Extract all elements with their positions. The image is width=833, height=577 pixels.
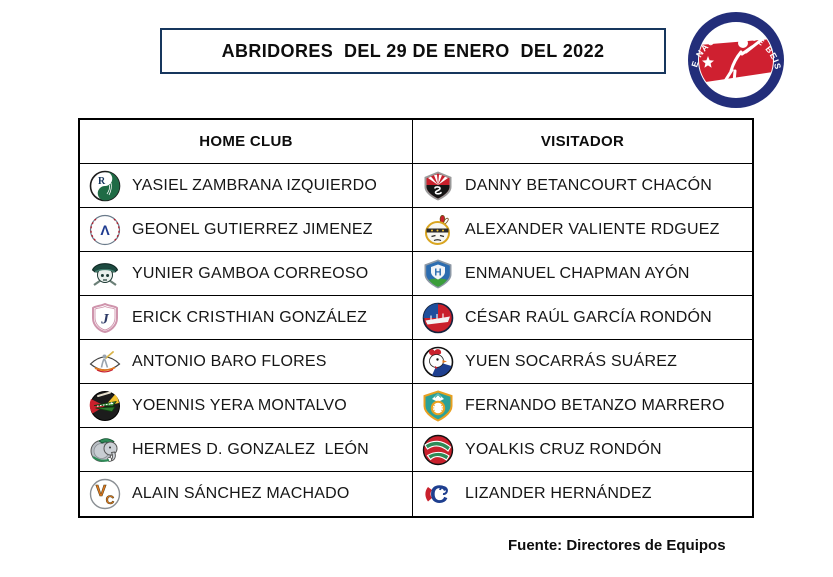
crocodile-circle-logo-icon	[89, 390, 121, 422]
svg-text:C: C	[430, 481, 448, 509]
player-name: ALAIN SÁNCHEZ MACHADO	[132, 485, 350, 502]
c-wave-logo-icon: C	[422, 478, 454, 510]
table-row: R YASIEL ZAMBRANA IZQUIERDO	[80, 164, 413, 208]
player-name: YOALKIS CRUZ RONDÓN	[465, 440, 662, 458]
player-name: GEONEL GUTIERREZ JIMENEZ	[132, 220, 373, 238]
wasp-shield-logo-icon	[422, 170, 454, 202]
svg-text:J: J	[100, 311, 109, 327]
player-name: ANTONIO BARO FLORES	[132, 352, 327, 370]
serie-nacional-beisbol-emblem-icon: SERIE NACIONAL DE BEISBOL · CUBA ·	[682, 2, 786, 108]
header-visitador-label: VISITADOR	[540, 133, 625, 150]
player-name: HERMES D. GONZALEZ LEÓN	[132, 440, 369, 458]
table-row: FERNANDO BETANZO MARRERO	[413, 384, 752, 428]
player-name: ALEXANDER VALIENTE RDGUEZ	[465, 220, 720, 238]
elephant-logo-icon	[89, 434, 121, 466]
table-row: HERMES D. GONZALEZ LEÓN	[80, 428, 413, 472]
batter-lens-logo-icon	[89, 346, 121, 378]
table-row: V C ALAIN SÁNCHEZ MACHADO	[80, 472, 413, 516]
script-letter-crest-logo-icon: J	[89, 302, 121, 334]
svg-text:R: R	[98, 176, 106, 187]
table-row: C LIZANDER HERNÁNDEZ	[413, 472, 752, 516]
page-title: ABRIDORES DEL 29 DE ENERO DEL 2022	[221, 40, 605, 61]
baseball-lambda-logo-icon: Λ	[89, 214, 121, 246]
player-name: ENMANUEL CHAPMAN AYÓN	[465, 264, 690, 282]
table-row: YOENNIS YERA MONTALVO	[80, 384, 413, 428]
svg-text:C: C	[106, 493, 115, 507]
pr-monogram-ball-logo-icon: R	[89, 170, 121, 202]
player-name: ERICK CRISTHIAN GONZÁLEZ	[132, 308, 368, 326]
table-row: H ENMANUEL CHAPMAN AYÓN	[413, 252, 752, 296]
rooster-circle-logo-icon	[422, 346, 454, 378]
svg-text:Λ: Λ	[100, 222, 110, 238]
yacht-circle-logo-icon	[422, 302, 454, 334]
player-name: YUEN SOCARRÁS SUÁREZ	[465, 352, 678, 370]
h-shield-logo-icon: H	[422, 258, 454, 290]
vc-monogram-logo-icon: V C	[89, 478, 121, 510]
title-box: ABRIDORES DEL 29 DE ENERO DEL 2022	[160, 28, 666, 74]
svg-text:V: V	[96, 483, 107, 500]
player-name: YOENNIS YERA MONTALVO	[132, 396, 347, 414]
indian-head-logo-icon	[422, 214, 454, 246]
player-name: FERNANDO BETANZO MARRERO	[465, 396, 725, 414]
header-home-club: HOME CLUB	[80, 120, 413, 164]
player-name: YUNIER GAMBOA CORREOSO	[132, 264, 369, 282]
table-row: YUEN SOCARRÁS SUÁREZ	[413, 340, 752, 384]
pirate-skull-logo-icon	[89, 258, 121, 290]
table-row: Λ GEONEL GUTIERREZ JIMENEZ	[80, 208, 413, 252]
table-row: YOALKIS CRUZ RONDÓN	[413, 428, 752, 472]
table-row: DANNY BETANCOURT CHACÓN	[413, 164, 752, 208]
table-row: ALEXANDER VALIENTE RDGUEZ	[413, 208, 752, 252]
table-row: ANTONIO BARO FLORES	[80, 340, 413, 384]
table-row: YUNIER GAMBOA CORREOSO	[80, 252, 413, 296]
orange-ring-shield-logo-icon	[422, 389, 454, 422]
header-home-club-label: HOME CLUB	[199, 133, 293, 150]
svg-text:H: H	[434, 267, 441, 278]
player-name: LIZANDER HERNÁNDEZ	[465, 485, 652, 502]
table-row: CÉSAR RAÚL GARCÍA RONDÓN	[413, 296, 752, 340]
header-visitador: VISITADOR	[413, 120, 752, 164]
player-name: YASIEL ZAMBRANA IZQUIERDO	[132, 176, 378, 194]
table-row: J ERICK CRISTHIAN GONZÁLEZ	[80, 296, 413, 340]
schedule-table: HOME CLUB VISITADOR R YASIEL ZAMBRANA IZ…	[78, 118, 754, 518]
source-note: Fuente: Directores de Equipos	[508, 537, 726, 554]
machete-circle-logo-icon	[422, 434, 454, 466]
player-name: CÉSAR RAÚL GARCÍA RONDÓN	[465, 308, 712, 326]
player-name: DANNY BETANCOURT CHACÓN	[465, 176, 713, 194]
